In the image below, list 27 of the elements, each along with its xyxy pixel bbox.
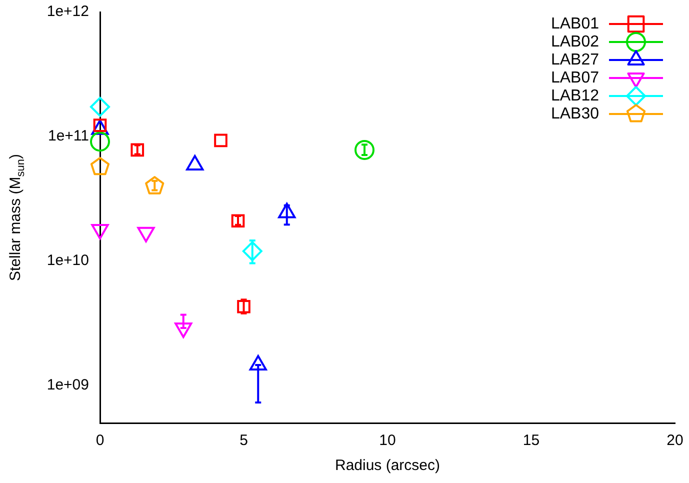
point [90,96,110,117]
legend-label: LAB27 [550,51,600,68]
y-axis-title: Stellar mass (Msun) [7,154,28,281]
x-tick-label: 0 [96,432,104,450]
legend-label: LAB01 [550,15,600,32]
x-tick-label: 5 [240,432,248,450]
y-tick-label: 1e+12 [46,3,89,20]
y-tick-label: 1e+09 [46,376,89,394]
legend-label: LAB30 [550,105,600,122]
point [231,214,245,228]
point [214,134,228,148]
legend-label: LAB02 [550,33,600,50]
point [145,176,164,194]
y-tick-label: 1e+11 [48,128,89,145]
point [354,140,374,160]
x-axis-title: Radius (arcsec) [334,457,440,474]
point [237,300,250,314]
x-tick-label: 10 [379,432,396,450]
legend-label: LAB12 [550,87,600,104]
y-tick-label: 1e+10 [46,252,89,270]
x-tick-label: 20 [666,432,684,450]
point [90,132,110,152]
point [242,241,262,262]
x-tick-label: 15 [522,432,540,450]
point [130,143,144,157]
point [90,156,110,176]
legend-label: LAB07 [550,69,600,86]
